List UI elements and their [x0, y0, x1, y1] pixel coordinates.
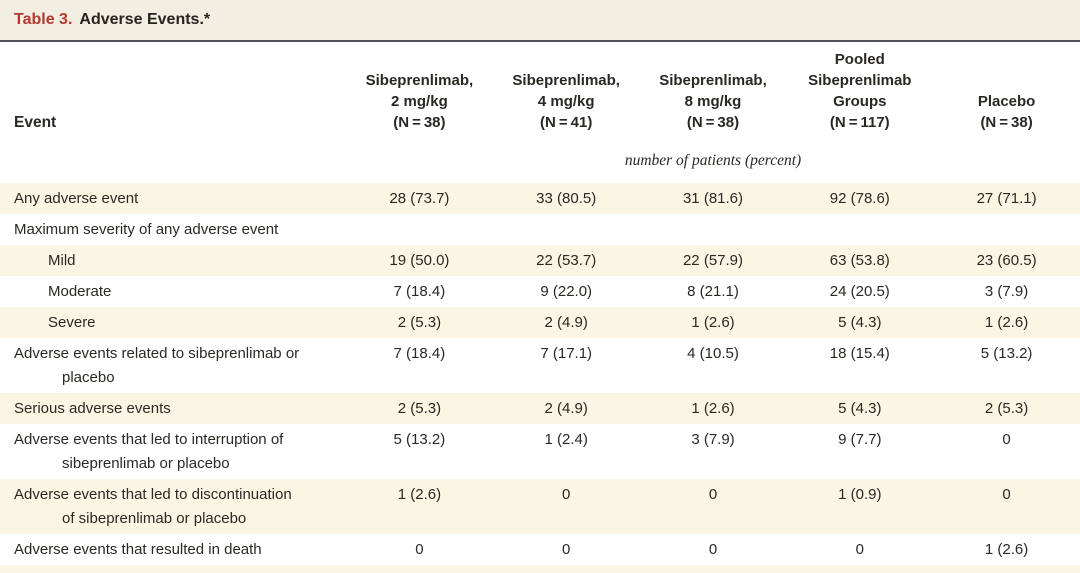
table-header: Event Sibeprenlimab, 2 mg/kg (N = 38) Sib… — [0, 42, 1080, 183]
value-cell: 2 (5.3) — [984, 400, 1029, 417]
value-cell: 7 (18.4) — [393, 345, 446, 362]
event-column-header: Event — [14, 114, 57, 131]
value-cell: 24 (20.5) — [829, 283, 890, 300]
value-cell: 23 (60.5) — [976, 252, 1037, 269]
table-caption: Adverse Events.* — [79, 11, 211, 28]
table-row: Moderate 7 (18.4) 9 (22.0) 8 (21.1) 24 (20.5… — [0, 276, 1080, 307]
value-cell: 4 (10.5) — [687, 345, 739, 362]
table-row: Adverse events related to sibeprenlimab … — [0, 338, 1080, 393]
value-cell: 0 — [855, 541, 864, 558]
value-cell: 92 (78.6) — [829, 190, 890, 207]
spanner-row: number of patients (percent) — [0, 139, 1080, 183]
unit-note: number of patients (percent) — [624, 152, 802, 169]
title-rule — [0, 40, 1080, 42]
value-cell: 0 — [415, 541, 424, 558]
value-cell — [346, 218, 493, 242]
value-cell: 1 (2.6) — [984, 314, 1029, 331]
value-cell: 22 (57.9) — [682, 252, 744, 269]
event-cell: Moderate — [48, 283, 112, 300]
table-row: Adverse events that led to discontinuati… — [0, 479, 1080, 534]
value-cell: 28 (73.7) — [389, 190, 450, 207]
event-cell: Serious adverse events — [14, 400, 171, 417]
column-header: Placebo (N = 38) — [977, 93, 1036, 131]
value-cell — [640, 218, 787, 242]
column-header: Pooled Sibeprenlimab Groups (N = 117) — [808, 51, 912, 131]
value-cell: 5 (13.2) — [393, 431, 446, 448]
value-cell: 18 (15.4) — [829, 345, 890, 362]
value-cell: 5 (4.3) — [838, 400, 882, 417]
value-cell: 1 (2.6) — [984, 541, 1029, 558]
value-cell: 2 (4.9) — [544, 314, 588, 331]
value-cell: 1 (2.6) — [691, 400, 735, 417]
table-row: Any adverse event 28 (73.7) 33 (80.5) 31 (8… — [0, 183, 1080, 214]
value-cell: 3 (7.9) — [691, 431, 735, 448]
value-cell — [786, 218, 933, 242]
value-cell: 33 (80.5) — [536, 190, 597, 207]
value-cell: 8 (21.1) — [687, 283, 739, 300]
column-header: Sibeprenlimab, 2 mg/kg (N = 38) — [365, 72, 474, 131]
event-cell: Maximum severity of any adverse event — [14, 221, 279, 238]
event-cell: Any adverse event — [14, 190, 139, 207]
value-cell: 2 (5.3) — [397, 314, 442, 331]
value-cell: 7 (17.1) — [540, 345, 593, 362]
value-cell: 1 (2.6) — [691, 314, 735, 331]
event-cell: Adverse events that resulted in death — [14, 541, 262, 558]
column-header: Sibeprenlimab, 8 mg/kg (N = 38) — [659, 72, 767, 131]
event-cell: Adverse events related to sibeprenlimab … — [14, 345, 300, 386]
event-cell: Adverse events that led to interruption … — [14, 431, 284, 472]
value-cell: 3 (7.9) — [984, 283, 1029, 300]
value-cell: 0 — [1002, 486, 1011, 503]
value-cell: 27 (71.1) — [976, 190, 1037, 207]
value-cell: 1 (0.9) — [838, 486, 882, 503]
value-cell: 31 (81.6) — [682, 190, 744, 207]
table-row: Adverse events that resulted in death 0 0 0… — [0, 534, 1080, 565]
event-cell: Adverse events that led to discontinuati… — [14, 486, 292, 527]
column-headers: Event Sibeprenlimab, 2 mg/kg (N = 38) Sib… — [0, 42, 1080, 139]
table-title-bar: Table 3. Adverse Events.* — [0, 0, 1080, 40]
value-cell: 0 — [1002, 431, 1011, 448]
value-cell: 0 — [708, 541, 718, 558]
value-cell: 19 (50.0) — [389, 252, 450, 269]
value-cell: 9 (7.7) — [838, 431, 882, 448]
value-cell: 63 (53.8) — [829, 252, 890, 269]
footnote-strip — [0, 565, 1080, 573]
value-cell: 1 (2.6) — [397, 486, 442, 503]
table-row: Maximum severity of any adverse event — [0, 214, 1080, 245]
value-cell: 2 (4.9) — [544, 400, 588, 417]
value-cell: 0 — [562, 541, 571, 558]
table-row: Severe 2 (5.3) 2 (4.9) 1 (2.6) 5 (4.3) 1 (2.6… — [0, 307, 1080, 338]
value-cell: 5 (4.3) — [838, 314, 882, 331]
value-cell — [933, 218, 1080, 242]
column-header: Sibeprenlimab, 4 mg/kg (N = 41) — [512, 72, 620, 131]
value-cell: 0 — [708, 486, 718, 503]
table-body: Any adverse event 28 (73.7) 33 (80.5) 31 (8… — [0, 183, 1080, 565]
value-cell: 7 (18.4) — [393, 283, 446, 300]
table-row: Mild 19 (50.0) 22 (53.7) 22 (57.9) 63 (53.8)… — [0, 245, 1080, 276]
value-cell: 0 — [562, 486, 571, 503]
table-row: Adverse events that led to interruption … — [0, 424, 1080, 479]
value-cell: 22 (53.7) — [536, 252, 597, 269]
event-cell: Severe — [48, 314, 96, 331]
value-cell — [493, 218, 640, 242]
value-cell: 1 (2.4) — [544, 431, 588, 448]
value-cell: 2 (5.3) — [397, 400, 442, 417]
table-number: Table 3. — [14, 11, 73, 28]
value-cell: 5 (13.2) — [980, 345, 1033, 362]
event-cell: Mild — [48, 252, 76, 269]
table-row: Serious adverse events 2 (5.3) 2 (4.9) 1 (2… — [0, 393, 1080, 424]
value-cell: 9 (22.0) — [540, 283, 593, 300]
